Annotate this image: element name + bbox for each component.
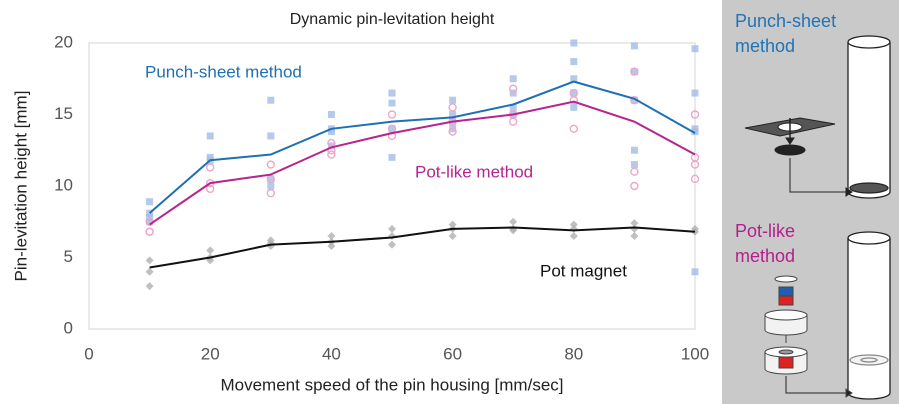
series-label: Pot-like method xyxy=(415,162,533,181)
data-point xyxy=(630,225,638,233)
series-label: Pot magnet xyxy=(540,261,627,280)
data-point xyxy=(328,151,335,158)
data-point xyxy=(146,228,153,235)
series-label: Punch-sheet method xyxy=(145,62,302,81)
chart: Dynamic pin-levitation height Movement s… xyxy=(0,0,899,404)
data-point xyxy=(631,42,638,49)
data-point xyxy=(570,104,577,111)
x-tick-label: 40 xyxy=(322,344,341,363)
data-point xyxy=(146,256,154,264)
data-point xyxy=(631,183,638,190)
panel-label: Punch-sheet xyxy=(735,11,836,31)
y-tick-label: 20 xyxy=(54,32,73,51)
data-point xyxy=(692,45,699,52)
data-point xyxy=(692,268,699,275)
cylinder xyxy=(848,36,890,198)
data-point xyxy=(328,111,335,118)
data-point xyxy=(207,132,214,139)
chart-title: Dynamic pin-levitation height xyxy=(290,11,495,28)
data-point xyxy=(630,232,638,240)
data-point xyxy=(631,147,638,154)
data-point xyxy=(388,225,396,233)
data-point xyxy=(389,111,396,118)
data-point xyxy=(389,90,396,97)
panel-label: method xyxy=(735,36,795,56)
data-point xyxy=(146,268,154,276)
data-point xyxy=(570,125,577,132)
data-point xyxy=(510,75,517,82)
data-point xyxy=(389,154,396,161)
data-point xyxy=(692,90,699,97)
data-point xyxy=(570,232,578,240)
data-point xyxy=(267,161,274,168)
data-point xyxy=(267,132,274,139)
data-point xyxy=(631,161,638,168)
data-point xyxy=(449,104,456,111)
data-point xyxy=(389,100,396,107)
data-point xyxy=(388,241,396,249)
data-point xyxy=(509,218,517,226)
data-point xyxy=(510,118,517,125)
data-point xyxy=(449,97,456,104)
x-tick-label: 20 xyxy=(201,344,220,363)
data-point xyxy=(206,246,214,254)
data-point xyxy=(207,164,214,171)
data-point xyxy=(146,198,153,205)
series-line xyxy=(150,82,695,214)
data-point xyxy=(146,282,154,290)
y-axis-label: Pin-levitation height [mm] xyxy=(11,91,30,282)
panel-label: Pot-like xyxy=(735,221,795,241)
cylinder xyxy=(848,232,890,399)
x-tick-label: 0 xyxy=(84,344,93,363)
x-tick-label: 100 xyxy=(681,344,709,363)
y-tick-label: 10 xyxy=(54,175,73,194)
x-axis-label: Movement speed of the pin housing [mm/se… xyxy=(220,375,563,394)
side-panel: Punch-sheet method Pot-like method xyxy=(722,0,899,404)
data-point xyxy=(267,190,274,197)
y-tick-label: 15 xyxy=(54,104,73,123)
data-point xyxy=(631,168,638,175)
x-tick-label: 60 xyxy=(443,344,462,363)
data-point xyxy=(449,232,457,240)
data-point xyxy=(570,225,578,233)
data-point xyxy=(267,97,274,104)
data-point xyxy=(570,40,577,47)
data-point xyxy=(388,232,396,240)
y-tick-label: 5 xyxy=(64,247,73,266)
data-point xyxy=(267,183,274,190)
y-tick-label: 0 xyxy=(64,318,73,337)
x-tick-label: 80 xyxy=(564,344,583,363)
panel-label: method xyxy=(735,246,795,266)
data-point xyxy=(327,242,335,250)
data-point xyxy=(570,58,577,65)
